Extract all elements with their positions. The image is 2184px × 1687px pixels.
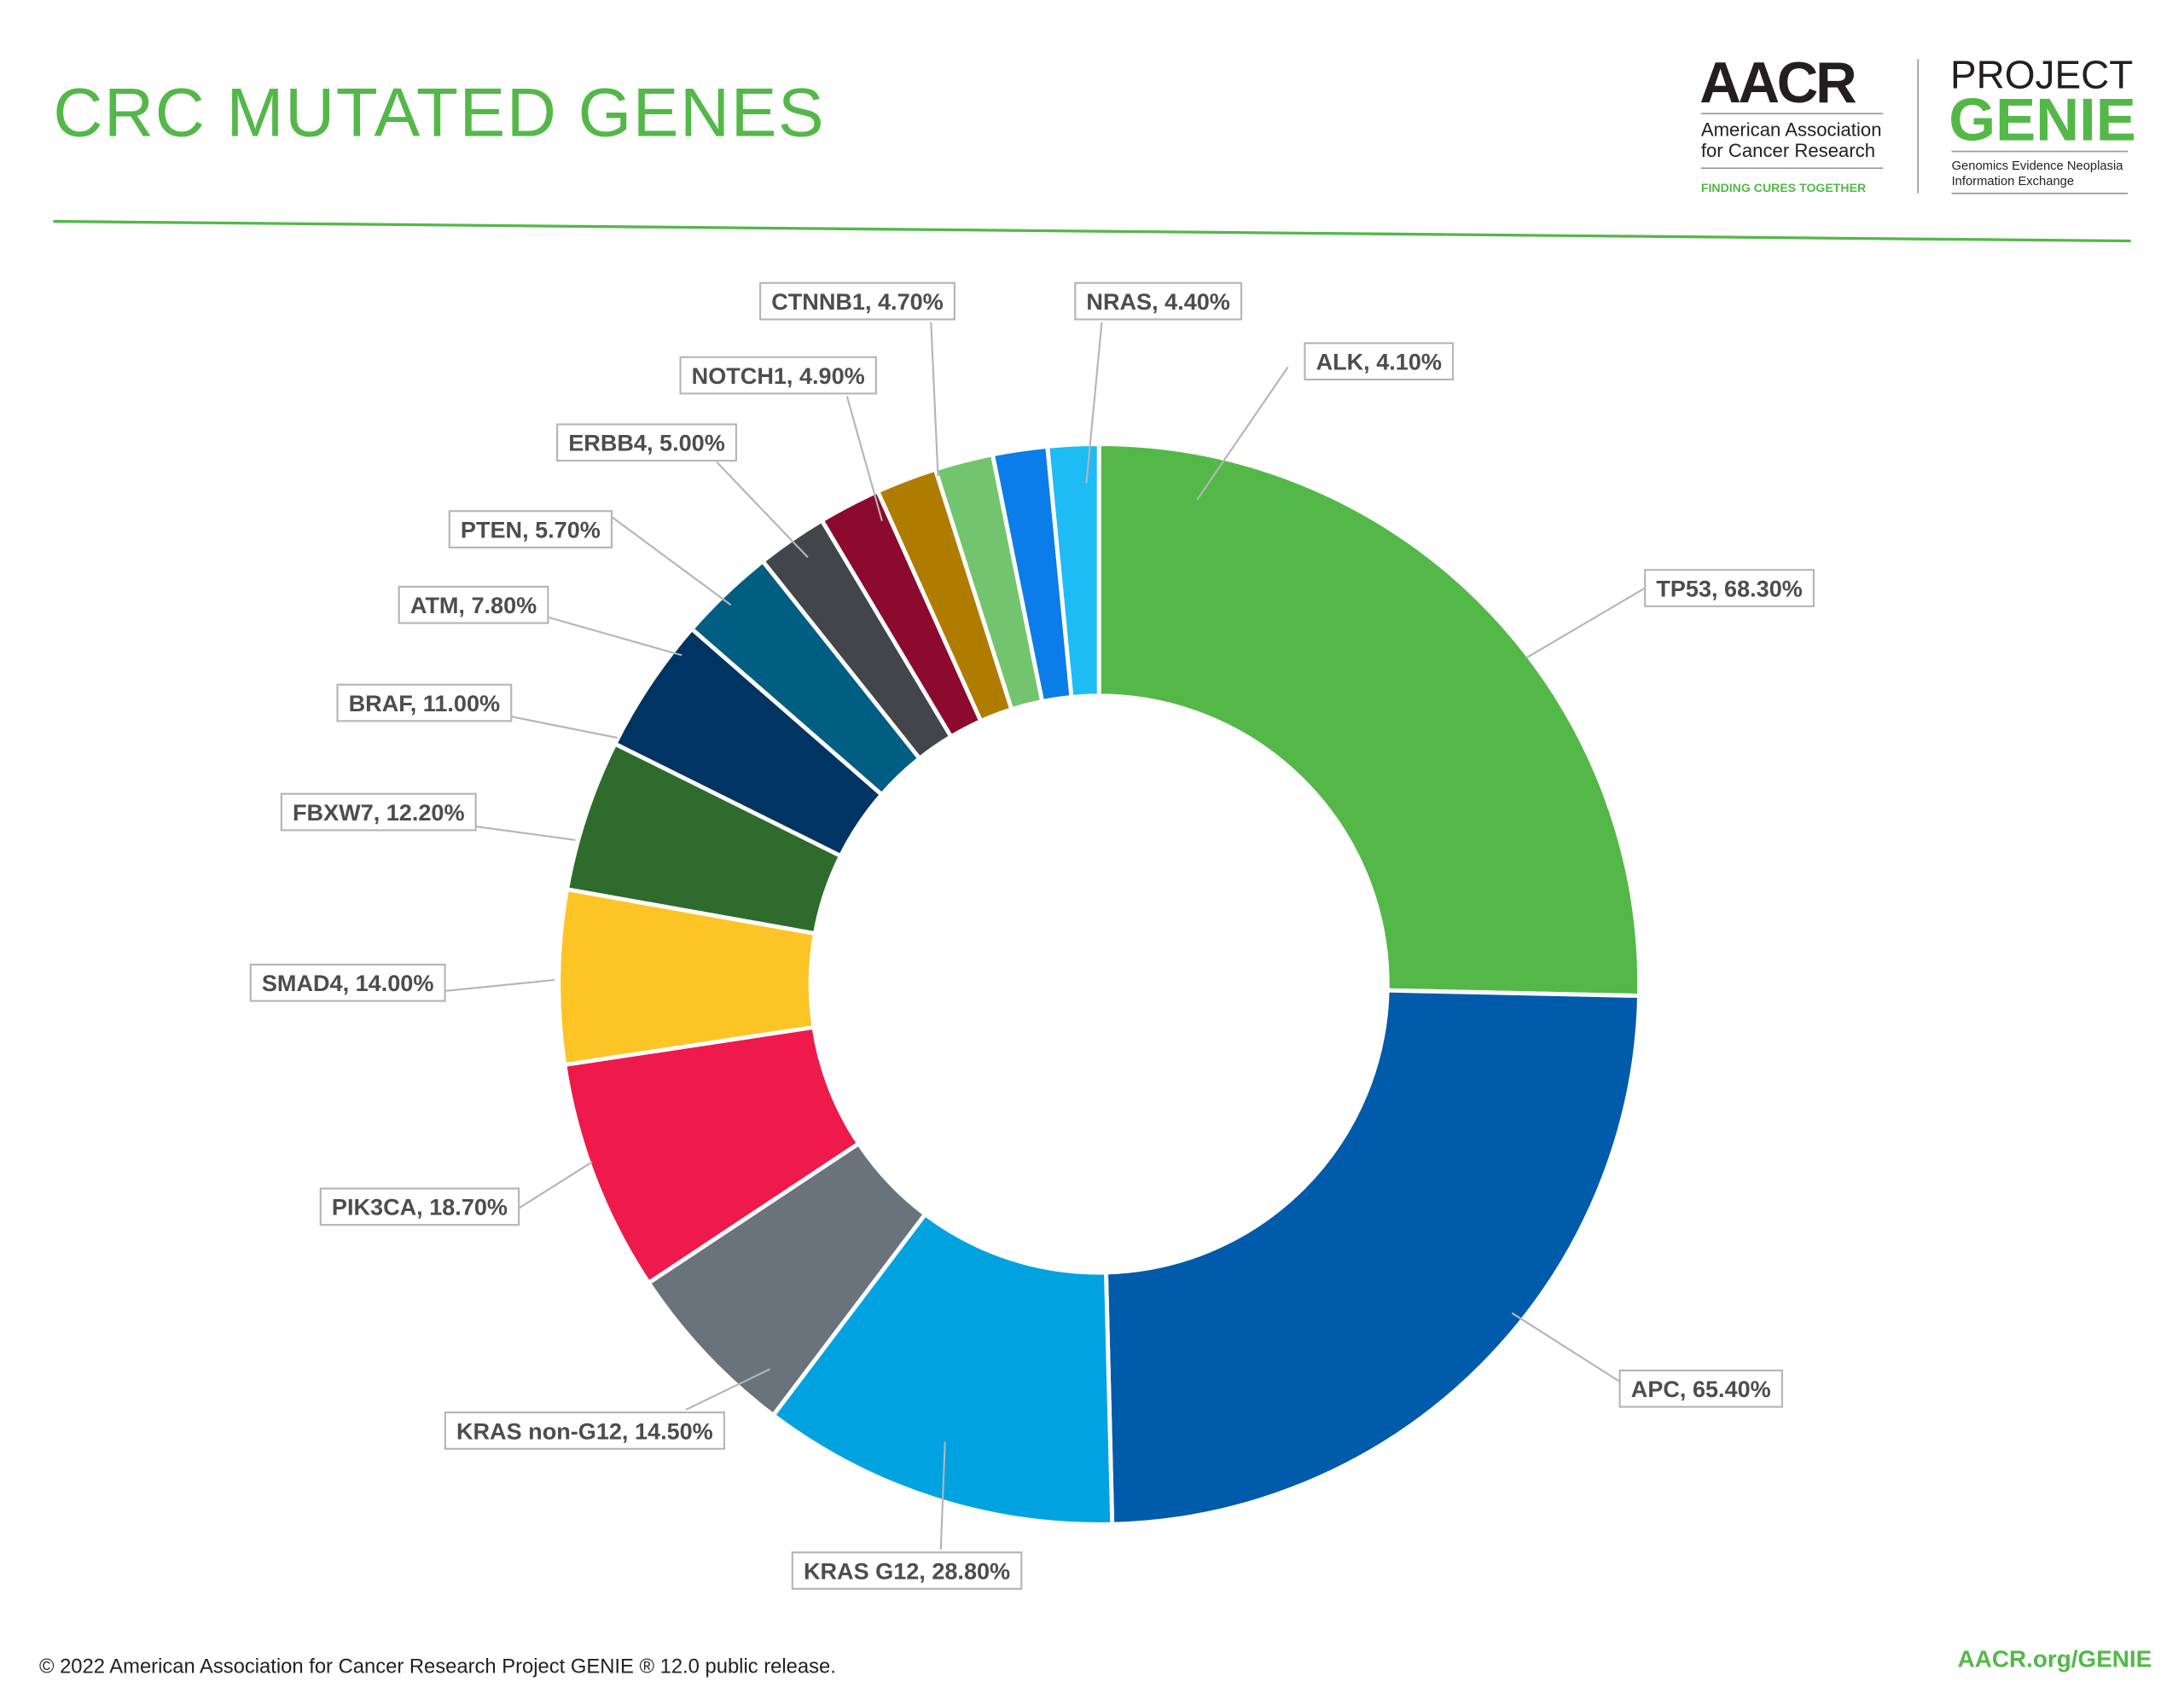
label-box <box>249 963 446 1002</box>
leader-line <box>548 616 682 657</box>
data-label: CTNNB1, 4.70% <box>771 288 944 315</box>
data-label: KRAS non-G12, 14.50% <box>456 1417 713 1444</box>
leader-line <box>939 1441 946 1550</box>
data-label: KRAS G12, 28.80% <box>804 1557 1010 1584</box>
genie-line1: Genomics Evidence Neoplasia <box>1952 159 2124 173</box>
slice-labels: TP53, 68.30% APC, 65.40% KRAS G12, 28.80% K… <box>249 281 1815 1590</box>
data-label: ATM, 7.80% <box>410 592 537 618</box>
label-box <box>759 281 956 321</box>
data-label: FBXW7, 12.20% <box>293 799 465 826</box>
donut-slice-alk <box>1045 442 1101 700</box>
label-box <box>679 356 877 395</box>
label-box <box>1618 1369 1783 1408</box>
aacr-genie-link[interactable]: AACR.org/GENIE <box>1958 1646 2152 1673</box>
label-atm: ATM, 7.80% <box>398 585 682 657</box>
aacr-line1: American Association <box>1701 119 1882 140</box>
donut-slice-kras-g12 <box>770 1211 1115 1527</box>
page-title: CRC MUTATED GENES <box>53 74 825 151</box>
donut-slice-apc <box>1103 988 1642 1527</box>
project-genie-logo: PROJECT GENIE Genomics Evidence Neoplasi… <box>1949 53 2136 194</box>
leader-line <box>845 396 883 522</box>
label-box <box>556 423 737 462</box>
leader-line <box>1511 1312 1621 1383</box>
data-label: ERBB4, 5.00% <box>568 430 725 456</box>
label-alk: ALK, 4.10% <box>1196 342 1455 501</box>
data-label: APC, 65.40% <box>1631 1376 1771 1402</box>
leader-line <box>685 1368 771 1411</box>
label-erbb4: ERBB4, 5.00% <box>556 423 809 559</box>
label-nras: NRAS, 4.40% <box>1074 281 1243 484</box>
label-ctnnb1: CTNNB1, 4.70% <box>759 281 956 477</box>
aacr-line2: for Cancer Research <box>1701 140 1875 161</box>
donut-chart <box>556 442 1642 1527</box>
label-pik3ca: PIK3CA, 18.70% <box>319 1161 593 1226</box>
label-braf: BRAF, 11.00% <box>336 683 618 739</box>
genie-line2: Information Exchange <box>1952 175 2075 188</box>
data-label: NRAS, 4.40% <box>1086 288 1229 315</box>
genie-wordmark: GENIE <box>1949 85 2136 153</box>
leader-line <box>512 1161 593 1214</box>
label-tp53: TP53, 68.30% <box>1525 569 1815 659</box>
data-label: PIK3CA, 18.70% <box>332 1194 508 1220</box>
label-fbxw7: FBXW7, 12.20% <box>280 792 576 841</box>
label-pten: PTEN, 5.70% <box>448 510 732 606</box>
leader-line <box>716 461 809 559</box>
data-label: PTEN, 5.70% <box>461 516 601 542</box>
label-box <box>444 1412 725 1450</box>
label-box <box>1304 342 1455 381</box>
aacr-tagline: FINDING CURES TOGETHER <box>1701 181 1866 194</box>
label-box <box>448 510 613 548</box>
label-box <box>1074 281 1243 321</box>
label-box <box>398 585 549 624</box>
donut-slice-tp53 <box>1096 442 1642 999</box>
leader-line <box>607 513 732 606</box>
copyright-footer: © 2022 American Association for Cancer R… <box>39 1655 836 1678</box>
leader-line <box>1196 366 1289 501</box>
leader-line <box>1085 322 1103 484</box>
data-label: ALK, 4.10% <box>1316 349 1442 375</box>
leader-line <box>505 714 618 739</box>
data-label: SMAD4, 14.00% <box>262 970 434 996</box>
title-divider <box>53 219 2131 243</box>
label-box <box>336 683 513 722</box>
leader-line <box>1525 587 1646 659</box>
label-box <box>791 1551 1023 1590</box>
data-label: NOTCH1, 4.90% <box>692 362 865 389</box>
label-notch1: NOTCH1, 4.90% <box>679 356 883 522</box>
label-apc: APC, 65.40% <box>1511 1312 1783 1408</box>
label-kras-g12: KRAS G12, 28.80% <box>791 1441 1023 1590</box>
genie-project: PROJECT <box>1950 53 2133 97</box>
data-label: TP53, 68.30% <box>1656 575 1803 601</box>
label-smad4: SMAD4, 14.00% <box>249 963 555 1002</box>
aacr-wordmark: AACR <box>1699 51 1856 115</box>
label-kras-non-g12: KRAS non-G12, 14.50% <box>444 1368 771 1450</box>
leader-line <box>930 322 939 477</box>
leader-line <box>471 825 576 841</box>
aacr-logo: AACR American Association for Cancer Res… <box>1699 51 1884 194</box>
label-box <box>319 1187 520 1226</box>
label-box <box>280 792 477 832</box>
label-box <box>1644 569 1815 607</box>
leader-line <box>442 978 555 993</box>
data-label: BRAF, 11.00% <box>349 690 500 716</box>
